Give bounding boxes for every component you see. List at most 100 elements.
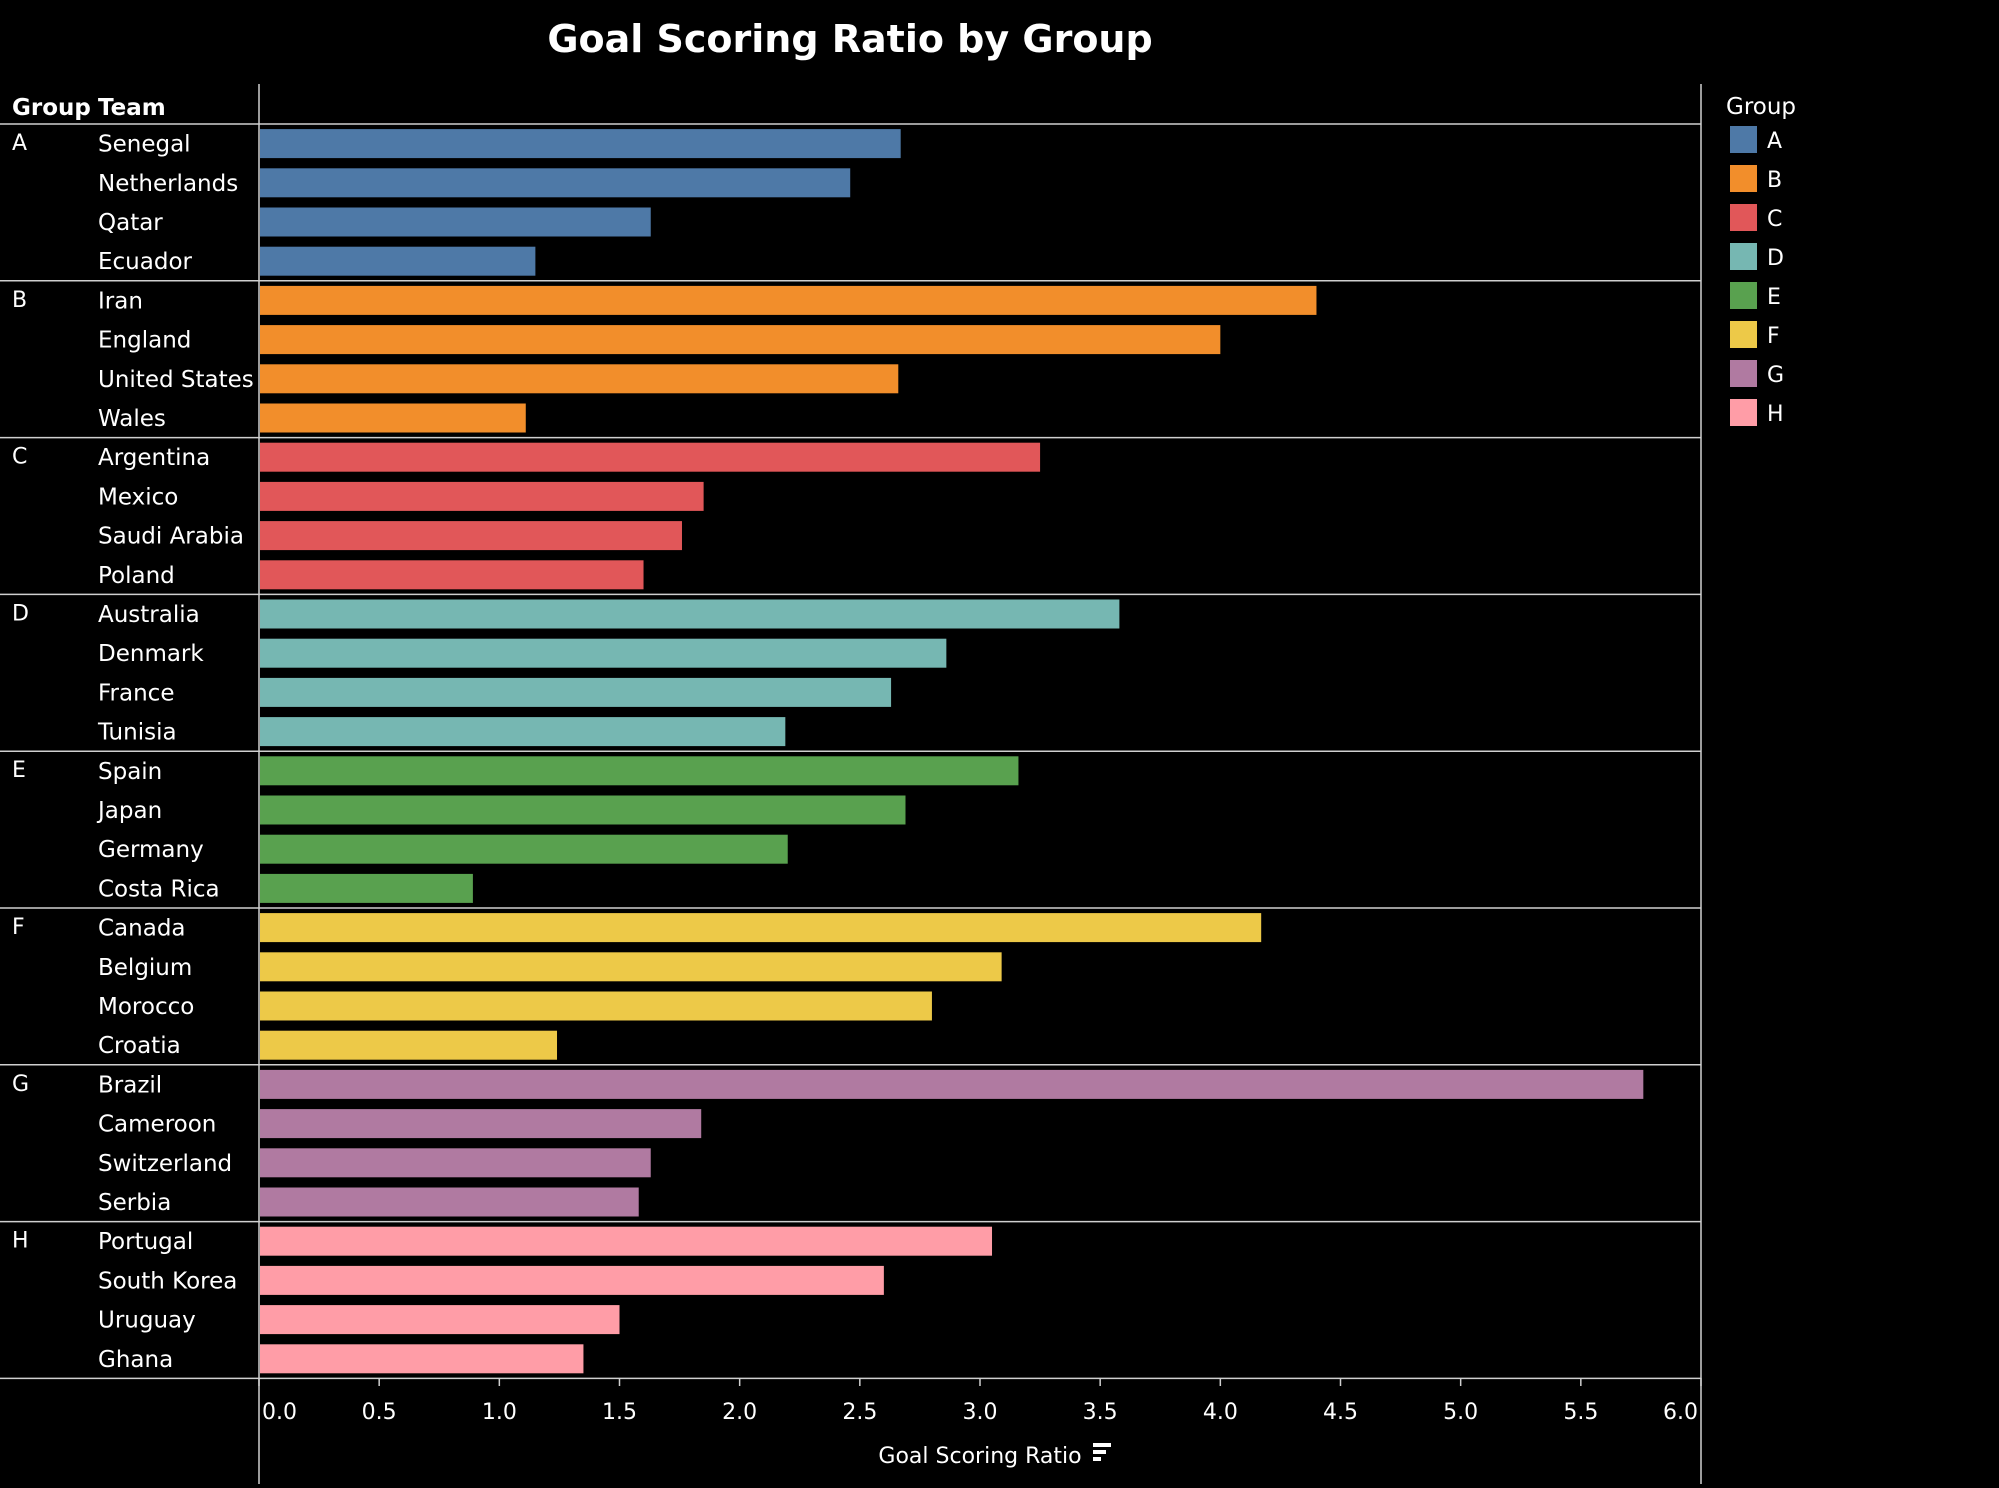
bar[interactable] bbox=[260, 442, 1041, 472]
team-label: Ecuador bbox=[98, 249, 193, 275]
bar[interactable] bbox=[260, 325, 1221, 355]
bar[interactable] bbox=[260, 129, 901, 159]
legend-label[interactable]: C bbox=[1767, 207, 1782, 232]
team-column-header: Team bbox=[98, 95, 166, 121]
bar[interactable] bbox=[260, 560, 644, 590]
team-label: Portugal bbox=[98, 1229, 193, 1255]
group-label: B bbox=[12, 288, 27, 313]
bar[interactable] bbox=[260, 913, 1262, 943]
team-label: Saudi Arabia bbox=[98, 524, 244, 550]
legend-label[interactable]: B bbox=[1767, 168, 1782, 193]
bar[interactable] bbox=[260, 1069, 1644, 1099]
x-axis: 0.0 0.5 1.0 1.5 2.0 2.5 3.0 3.5 4.0 4.5 5.0 5.5 6.0 bbox=[258, 1378, 1702, 1425]
x-tick-label: 4.0 bbox=[1203, 1400, 1238, 1425]
bar[interactable] bbox=[260, 521, 682, 551]
team-label: Canada bbox=[98, 916, 186, 942]
chart-rows: A Senegal Netherlands Qatar Ecuador B Iran Engl… bbox=[0, 84, 1702, 1484]
x-tick-label: 0.5 bbox=[362, 1400, 397, 1425]
bar[interactable] bbox=[260, 717, 786, 747]
legend-label[interactable]: G bbox=[1767, 363, 1784, 388]
team-label: Costa Rica bbox=[98, 876, 220, 902]
sort-icon[interactable] bbox=[1093, 1443, 1111, 1461]
legend-swatch[interactable] bbox=[1730, 360, 1757, 387]
group-label: G bbox=[12, 1072, 29, 1097]
x-tick-label: 0.0 bbox=[262, 1400, 297, 1425]
bar[interactable] bbox=[260, 599, 1120, 629]
bar[interactable] bbox=[260, 1344, 584, 1374]
x-axis-label: Goal Scoring Ratio bbox=[878, 1444, 1081, 1469]
bar[interactable] bbox=[260, 677, 892, 707]
team-label: Iran bbox=[98, 288, 143, 314]
bar[interactable] bbox=[260, 168, 851, 198]
x-tick-label: 2.0 bbox=[722, 1400, 757, 1425]
team-label: Mexico bbox=[98, 484, 178, 510]
bar[interactable] bbox=[260, 1187, 639, 1217]
legend-swatch[interactable] bbox=[1730, 282, 1757, 309]
team-label: Croatia bbox=[98, 1033, 181, 1059]
team-label: Denmark bbox=[98, 641, 204, 667]
team-label: Uruguay bbox=[98, 1308, 196, 1334]
legend-label[interactable]: D bbox=[1767, 246, 1784, 271]
x-tick-label: 3.0 bbox=[963, 1400, 998, 1425]
chart-title: Goal Scoring Ratio by Group bbox=[547, 17, 1152, 61]
x-tick-label: 6.0 bbox=[1663, 1400, 1698, 1425]
team-label: Germany bbox=[98, 837, 204, 863]
bar[interactable] bbox=[260, 834, 788, 864]
team-label: Poland bbox=[98, 563, 175, 589]
team-label: Australia bbox=[98, 602, 200, 628]
team-label: France bbox=[98, 680, 174, 706]
group-label: D bbox=[12, 601, 29, 626]
bar[interactable] bbox=[260, 285, 1317, 315]
bar[interactable] bbox=[260, 1265, 884, 1295]
legend-title: Group bbox=[1726, 94, 1796, 120]
team-label: Japan bbox=[96, 798, 162, 824]
team-label: Qatar bbox=[98, 210, 163, 236]
bar[interactable] bbox=[260, 246, 536, 276]
bar[interactable] bbox=[260, 991, 932, 1021]
team-label: Tunisia bbox=[97, 720, 177, 746]
bar[interactable] bbox=[260, 952, 1002, 982]
team-label: South Korea bbox=[98, 1268, 237, 1294]
bar[interactable] bbox=[260, 1305, 620, 1335]
x-tick-label: 1.5 bbox=[602, 1400, 637, 1425]
bar[interactable] bbox=[260, 403, 526, 433]
legend-label[interactable]: A bbox=[1767, 129, 1782, 154]
legend-swatch[interactable] bbox=[1730, 204, 1757, 231]
bar[interactable] bbox=[260, 1109, 702, 1139]
x-tick-label: 5.5 bbox=[1563, 1400, 1598, 1425]
bar[interactable] bbox=[260, 1030, 558, 1060]
legend-label[interactable]: H bbox=[1767, 402, 1784, 427]
team-label: Netherlands bbox=[98, 171, 238, 197]
bar[interactable] bbox=[260, 638, 947, 668]
legend-swatch[interactable] bbox=[1730, 321, 1757, 348]
bar[interactable] bbox=[260, 207, 651, 237]
legend-label[interactable]: E bbox=[1767, 285, 1781, 310]
group-label: A bbox=[12, 131, 27, 156]
legend-swatch[interactable] bbox=[1730, 399, 1757, 426]
group-column-header: Group bbox=[12, 95, 91, 121]
chart-bars bbox=[260, 129, 1644, 1374]
bar[interactable] bbox=[260, 1226, 993, 1256]
bar[interactable] bbox=[260, 364, 899, 394]
legend-swatch[interactable] bbox=[1730, 165, 1757, 192]
x-tick-label: 4.5 bbox=[1323, 1400, 1358, 1425]
team-label: Argentina bbox=[98, 445, 210, 471]
legend-label[interactable]: F bbox=[1767, 324, 1780, 349]
group-label: F bbox=[12, 915, 25, 940]
group-label: H bbox=[12, 1229, 29, 1254]
team-label: Brazil bbox=[98, 1072, 162, 1098]
bar[interactable] bbox=[260, 873, 473, 903]
team-label: United States bbox=[98, 367, 254, 393]
bar[interactable] bbox=[260, 795, 906, 825]
team-label: Cameroon bbox=[98, 1112, 216, 1138]
team-label: Wales bbox=[98, 406, 166, 432]
bar[interactable] bbox=[260, 481, 704, 511]
team-label: Switzerland bbox=[98, 1151, 232, 1177]
x-tick-label: 5.0 bbox=[1443, 1400, 1478, 1425]
bar[interactable] bbox=[260, 1148, 651, 1178]
legend-swatch[interactable] bbox=[1730, 243, 1757, 270]
bar[interactable] bbox=[260, 756, 1019, 786]
legend-swatch[interactable] bbox=[1730, 126, 1757, 153]
group-label: C bbox=[12, 445, 27, 470]
